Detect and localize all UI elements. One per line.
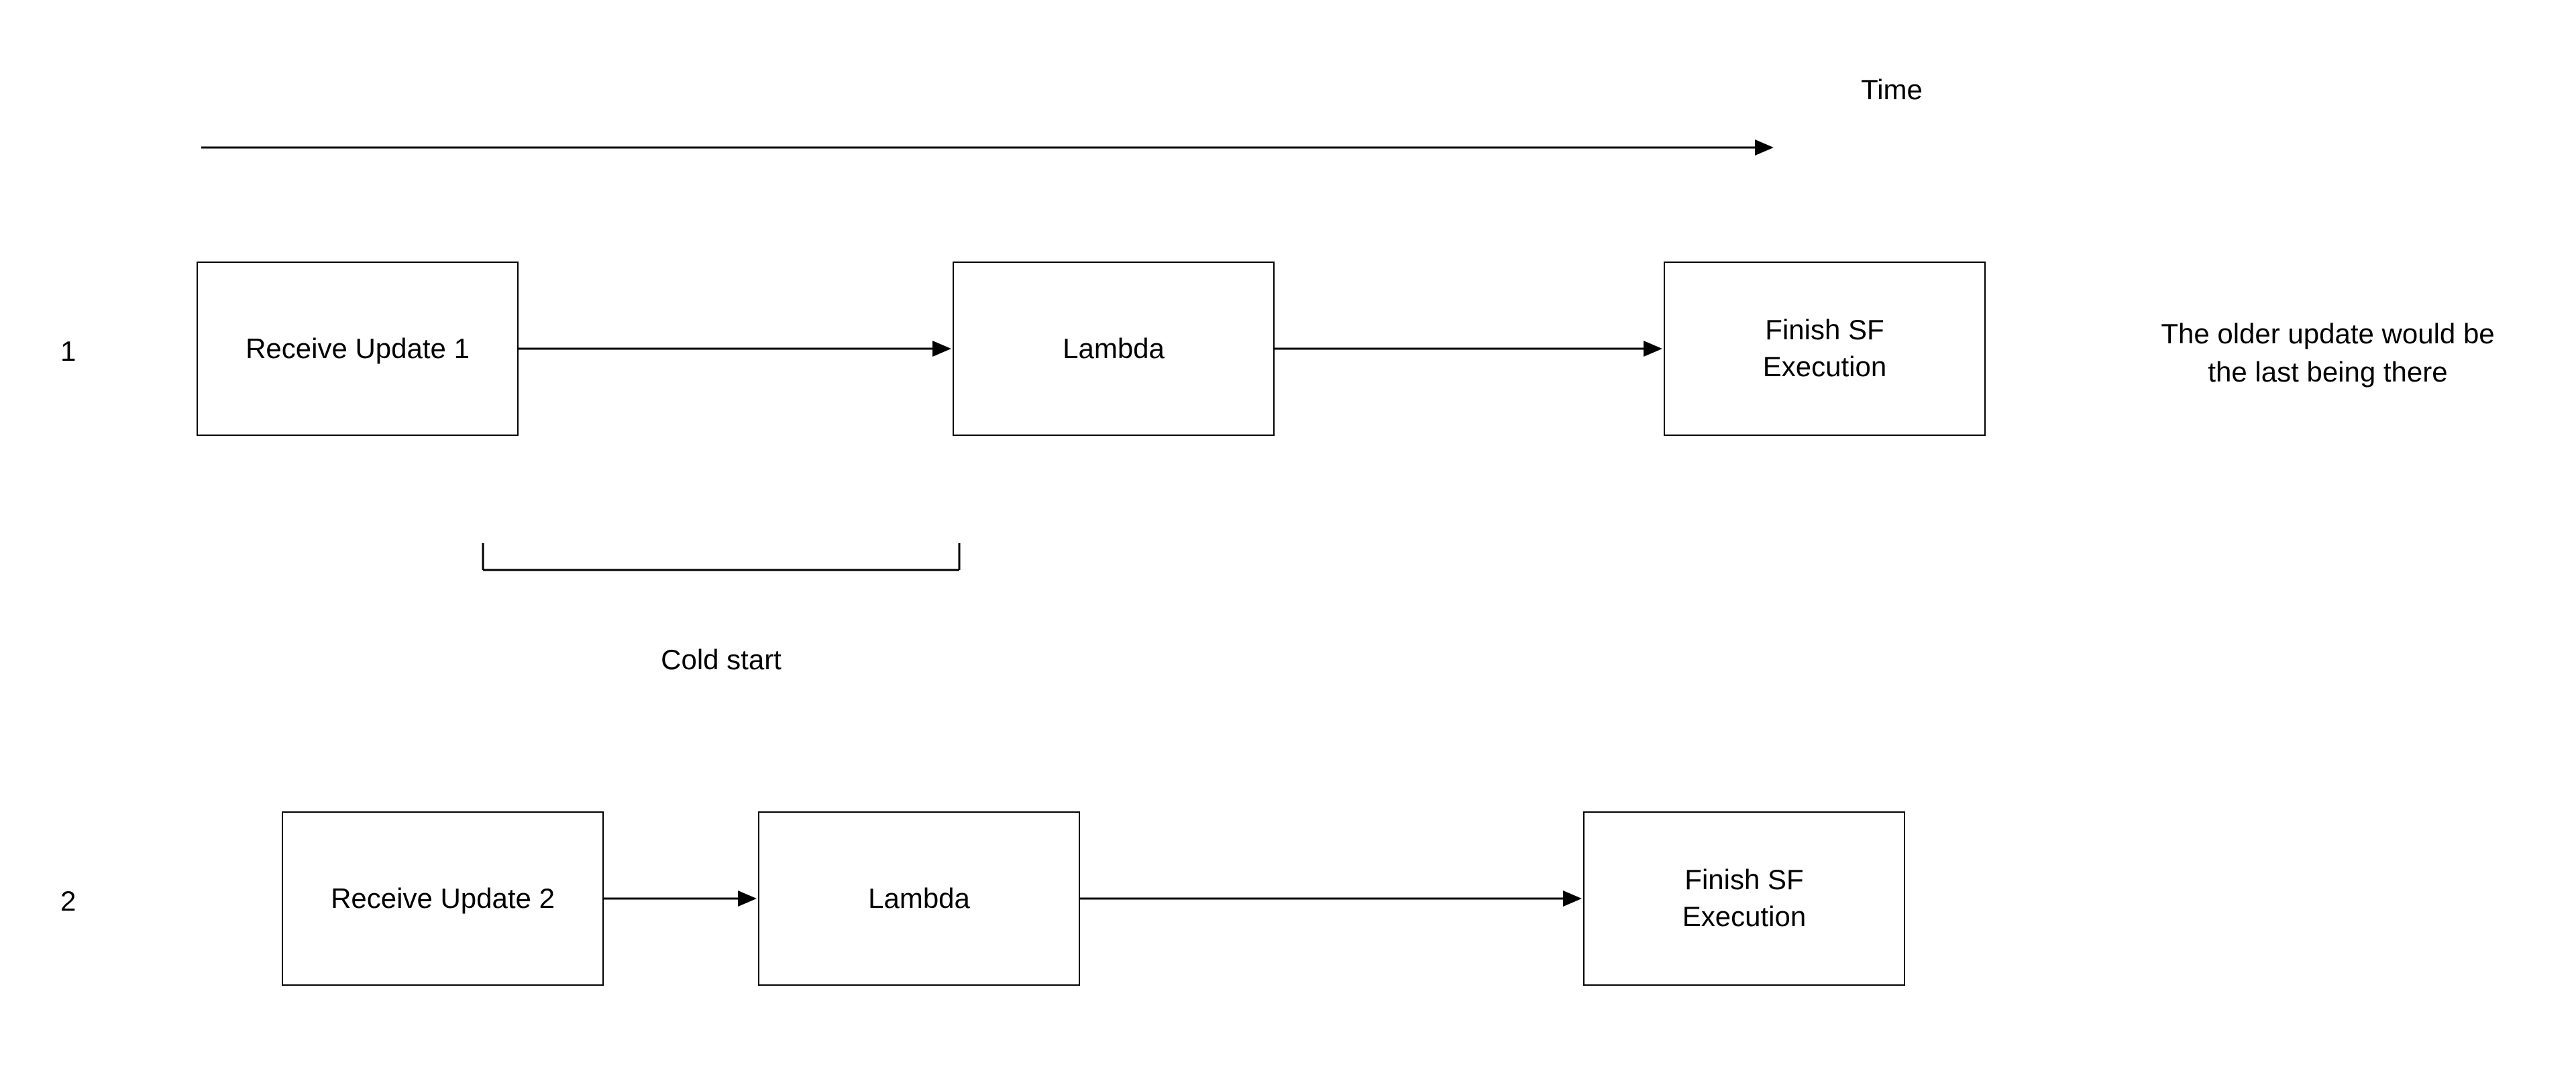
flow-box: Receive Update 2 [282,811,604,986]
flow-box: Receive Update 1 [197,262,519,436]
row-index-label: 1 [60,335,76,367]
row-index-label: 2 [60,885,76,917]
flow-box: Lambda [953,262,1275,436]
bracket-label: Cold start [621,644,822,676]
time-axis-label: Time [1825,74,1959,106]
row-note: The older update would be the last being… [2120,315,2536,391]
flow-box: Finish SF Execution [1664,262,1986,436]
flow-box: Lambda [758,811,1080,986]
flow-box: Finish SF Execution [1583,811,1905,986]
